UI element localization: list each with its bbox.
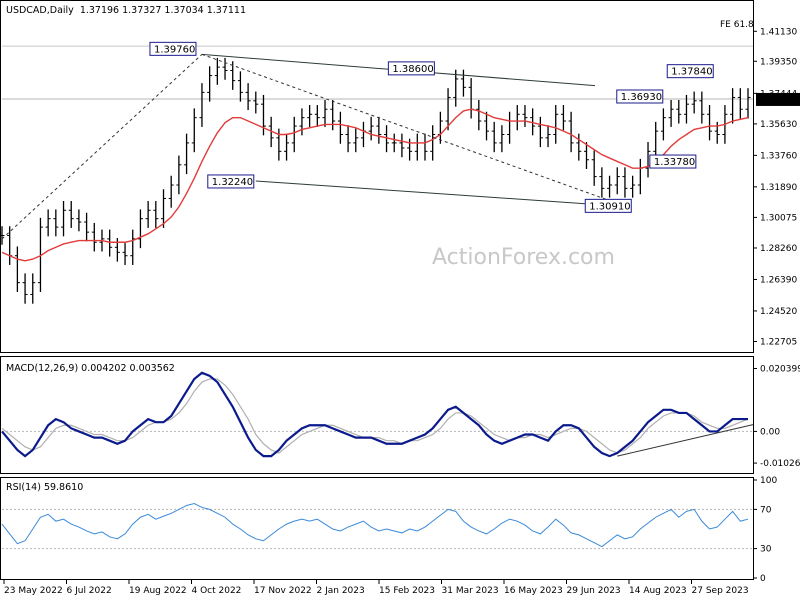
x-tick-label: 6 Jul 2022 bbox=[67, 586, 112, 596]
annotation-box bbox=[649, 154, 697, 169]
macd-y-tick-label: 0.00 bbox=[760, 427, 780, 437]
annotation-label: 1.39760 bbox=[154, 44, 195, 55]
rsi-y-tick-label: 70 bbox=[760, 505, 772, 515]
annotation-box bbox=[149, 41, 197, 56]
rsi-y-tick-label: 0 bbox=[760, 574, 766, 584]
x-tick-label: 23 May 2022 bbox=[4, 586, 63, 596]
annotation-box bbox=[207, 174, 255, 189]
dashed-downswing-line bbox=[201, 53, 618, 204]
price-y-tick-label: 1.22705 bbox=[760, 337, 797, 347]
price-y-tick-label: 1.39350 bbox=[760, 57, 797, 67]
annotation-label: 1.37840 bbox=[671, 67, 712, 78]
price-header: USDCAD,Daily 1.37196 1.37327 1.37034 1.37… bbox=[6, 5, 246, 16]
price-y-tick-label: 1.33760 bbox=[760, 151, 797, 161]
x-tick-label: 14 Aug 2023 bbox=[629, 586, 687, 596]
sma-line bbox=[1, 108, 749, 262]
price-layer: 1.39760 1.32240 1.38600 1.30910 1.36930 1.378… bbox=[0, 41, 753, 304]
x-tick-label: 29 Jun 2023 bbox=[567, 586, 621, 596]
x-tick-label: 17 Nov 2022 bbox=[254, 586, 312, 596]
lower-channel-line bbox=[255, 180, 608, 206]
macd-support-trendline bbox=[617, 424, 754, 457]
x-tick-label: 4 Oct 2022 bbox=[192, 586, 242, 596]
price-y-tick-label: 1.24520 bbox=[760, 307, 797, 317]
annotation-box bbox=[584, 198, 632, 213]
macd-y-tick-label: 0.020399 bbox=[760, 364, 800, 374]
x-tick-label: 2 Jan 2023 bbox=[317, 586, 365, 596]
rsi-y-tick-label: 100 bbox=[760, 476, 777, 486]
price-y-tick-label: 1.35630 bbox=[760, 120, 797, 130]
price-y-tick-label: 1.26390 bbox=[760, 275, 797, 285]
last-price-tag-label: 1.37111 bbox=[758, 96, 795, 106]
x-tick-label: 15 Feb 2023 bbox=[379, 586, 435, 596]
x-tick-label: 19 Aug 2022 bbox=[129, 586, 187, 596]
annotation-label: 1.30910 bbox=[589, 201, 630, 212]
annotation-box bbox=[616, 89, 664, 104]
price-y-tick-label: 1.28260 bbox=[760, 244, 797, 254]
last-price-tag bbox=[756, 92, 800, 106]
annotation-label: 1.33780 bbox=[654, 157, 695, 168]
fib-label: FE 61.8 bbox=[720, 20, 754, 30]
rsi-panel-frame bbox=[0, 477, 754, 580]
price-y-tick-label: 1.30075 bbox=[760, 213, 797, 223]
rsi-y-tick-label: 30 bbox=[760, 545, 772, 555]
annotation-label: 1.38600 bbox=[392, 64, 433, 75]
price-panel-frame bbox=[0, 0, 754, 353]
rsi-layer bbox=[1, 502, 753, 550]
annotation-box bbox=[666, 64, 714, 79]
x-tick-label: 27 Sep 2023 bbox=[692, 586, 749, 596]
x-tick-label: 31 Mar 2023 bbox=[442, 586, 499, 596]
macd-y-tick-label: -0.01026 bbox=[760, 459, 800, 469]
x-tick-label: 16 May 2023 bbox=[504, 586, 563, 596]
annotation-label: 1.32240 bbox=[212, 177, 253, 188]
price-y-tick-label: 1.41130 bbox=[760, 27, 797, 37]
axis-layer: 1.37111 1.41130 1.39350 1.37444 1.35630 1.337… bbox=[3, 27, 800, 596]
watermark: ActionForex.com bbox=[432, 245, 615, 270]
price-y-tick-label: 1.37444 bbox=[760, 89, 797, 99]
price-y-tick-label: 1.31890 bbox=[760, 183, 797, 193]
macd-header: MACD(12,26,9) 0.004202 0.003562 bbox=[6, 363, 175, 374]
rsi-line bbox=[1, 502, 749, 548]
macd-line bbox=[1, 371, 748, 458]
rsi-header: RSI(14) 59.8610 bbox=[6, 482, 83, 493]
annotation-label: 1.36930 bbox=[621, 92, 662, 103]
annotation-box bbox=[387, 61, 435, 76]
macd-layer bbox=[1, 371, 754, 458]
macd-panel-frame bbox=[0, 356, 754, 474]
